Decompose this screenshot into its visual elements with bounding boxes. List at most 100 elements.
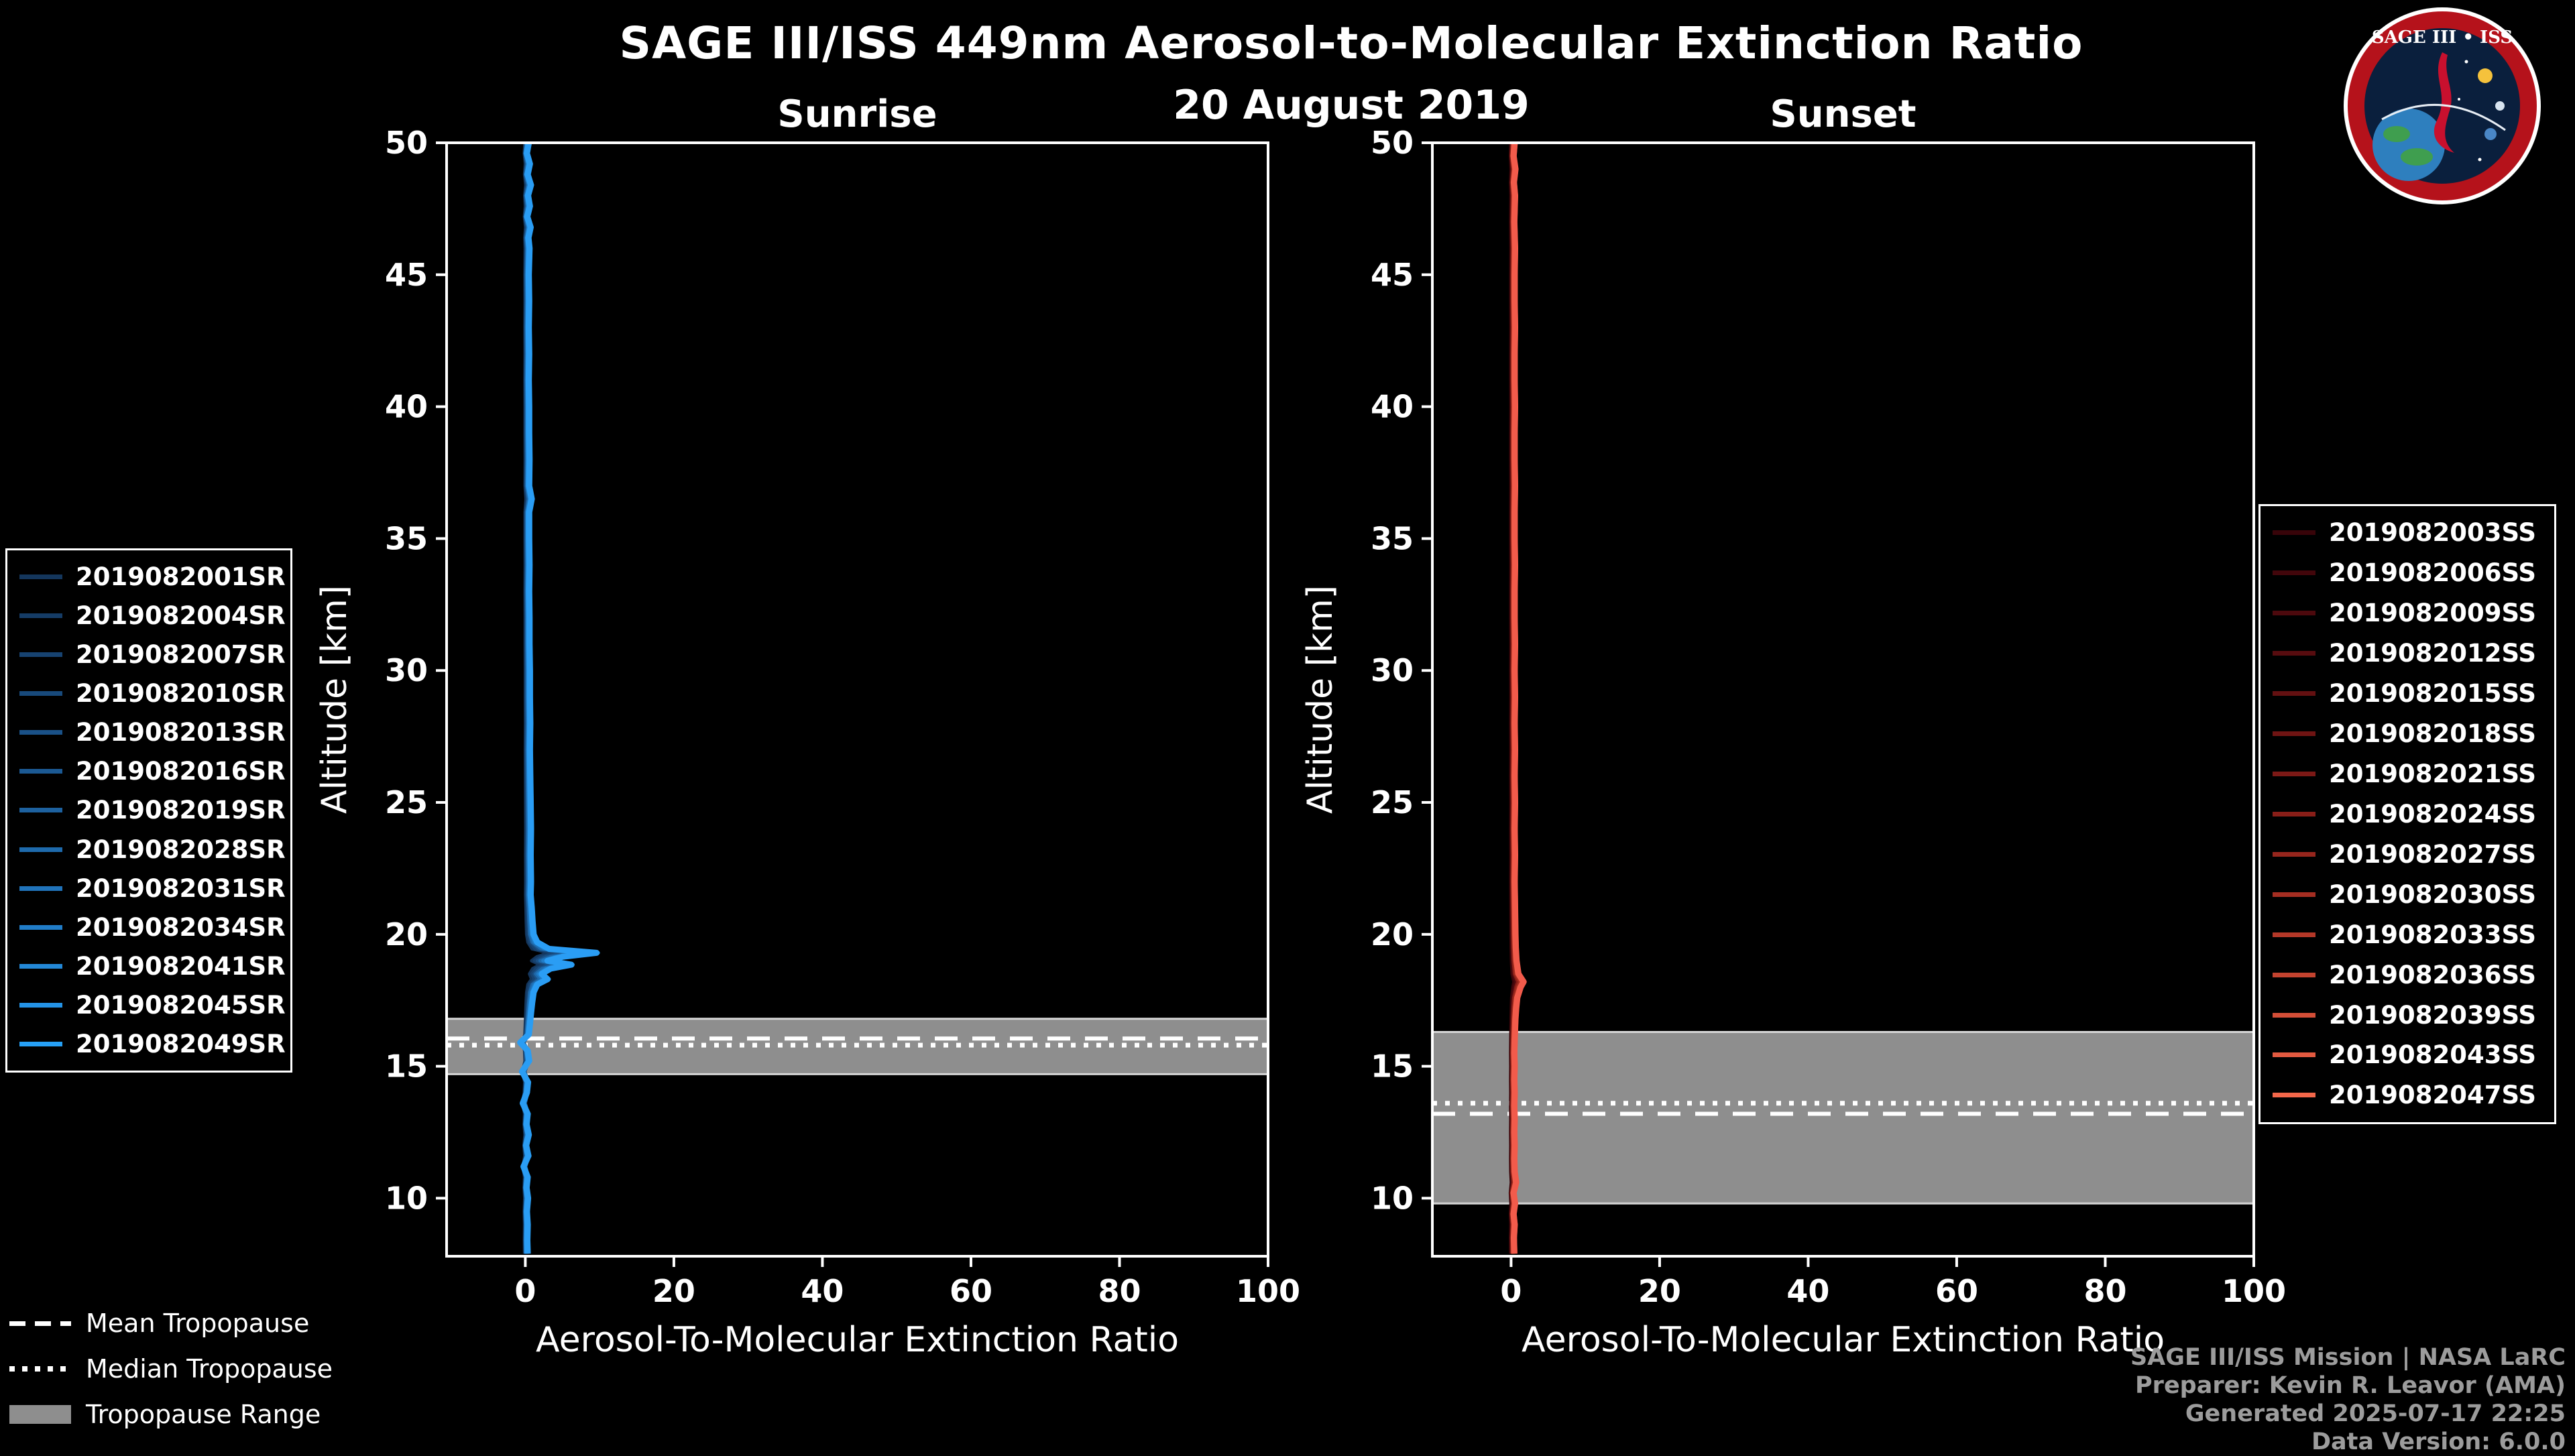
legend-label: 2019082019SR — [76, 796, 286, 825]
legend-item: 2019082006SS — [2273, 558, 2542, 587]
legend-item: 2019082041SR — [19, 952, 286, 981]
legend-line-swatch — [19, 886, 62, 891]
data-version: Data Version: 6.0.0 — [2311, 1429, 2566, 1455]
svg-text:40: 40 — [1786, 1273, 1829, 1309]
legend-label: 2019082049SR — [76, 1030, 286, 1059]
mean-tropopause-legend-item: Mean Tropopause — [9, 1309, 333, 1338]
svg-text:20: 20 — [385, 916, 428, 953]
legend-item: 2019082003SS — [2273, 518, 2542, 547]
svg-text:60: 60 — [1935, 1273, 1978, 1309]
svg-text:15: 15 — [1371, 1048, 1414, 1085]
legend-label: 2019082045SR — [76, 991, 286, 1020]
footer-credits: SAGE III/ISS Mission | NASA LaRC Prepare… — [2130, 1343, 2566, 1456]
legend-item: 2019082019SR — [19, 796, 286, 825]
svg-text:100: 100 — [2222, 1273, 2286, 1309]
legend-line-swatch — [2273, 651, 2315, 656]
legend-label: 2019082009SS — [2329, 599, 2537, 628]
tropopause-range-label: Tropopause Range — [86, 1400, 321, 1429]
legend-label: 2019082003SS — [2329, 518, 2537, 548]
svg-text:80: 80 — [1098, 1273, 1141, 1309]
sunrise-panel-title: Sunrise — [777, 93, 937, 136]
legend-item: 2019082015SS — [2273, 679, 2542, 708]
logo-figure — [2434, 52, 2454, 153]
mean-tropopause-label: Mean Tropopause — [86, 1309, 310, 1338]
logo-earth-land — [2383, 126, 2410, 142]
legend-item: 2019082024SS — [2273, 800, 2542, 829]
legend-item: 2019082001SR — [19, 562, 286, 591]
logo-star-icon — [2458, 98, 2460, 101]
legend-item: 2019082010SR — [19, 679, 286, 708]
svg-text:60: 60 — [950, 1273, 992, 1309]
sunset-panel-title: Sunset — [1770, 93, 1916, 136]
legend-item: 2019082007SR — [19, 640, 286, 669]
svg-text:25: 25 — [385, 784, 428, 821]
legend-label: 2019082041SR — [76, 951, 286, 981]
legend-item: 2019082028SR — [19, 835, 286, 864]
svg-text:35: 35 — [385, 520, 428, 556]
legend-label: 2019082027SS — [2329, 839, 2537, 869]
legend-line-swatch — [2273, 972, 2315, 977]
legend-item: 2019082049SR — [19, 1030, 286, 1058]
legend-label: 2019082012SS — [2329, 639, 2537, 668]
legend-item: 2019082034SR — [19, 913, 286, 942]
sunset-legend: 2019082003SS 2019082006SS 2019082009SS 2019… — [2258, 504, 2556, 1124]
legend-item: 2019082036SS — [2273, 961, 2542, 989]
legend-line-swatch — [19, 1042, 62, 1047]
legend-label: 2019082034SR — [76, 912, 286, 942]
legend-line-swatch — [2273, 892, 2315, 897]
legend-label: 2019082018SS — [2329, 719, 2537, 749]
legend-item: 2019082012SS — [2273, 639, 2542, 668]
legend-item: 2019082021SS — [2273, 760, 2542, 788]
legend-label: 2019082028SR — [76, 835, 286, 864]
svg-text:Aerosol-To-Molecular Extinctio: Aerosol-To-Molecular Extinction Ratio — [1522, 1320, 2165, 1360]
legend-item: 2019082039SS — [2273, 1001, 2542, 1030]
legend-line-swatch — [19, 847, 62, 852]
legend-line-swatch — [2273, 691, 2315, 696]
mission-credit: SAGE III/ISS Mission | NASA LaRC — [2130, 1344, 2566, 1371]
legend-label: 2019082031SR — [76, 873, 286, 903]
legend-label: 2019082004SR — [76, 601, 286, 630]
legend-line-swatch — [2273, 1093, 2315, 1098]
svg-text:10: 10 — [385, 1180, 428, 1216]
legend-item: 2019082030SS — [2273, 880, 2542, 909]
logo-orbit-arc — [2381, 104, 2506, 131]
svg-text:50: 50 — [385, 125, 428, 161]
legend-label: 2019082013SR — [76, 718, 286, 747]
tropopause-range-legend-item: Tropopause Range — [9, 1400, 333, 1429]
dashed-line-swatch — [9, 1321, 71, 1326]
logo-star-icon — [2478, 158, 2482, 162]
svg-text:Altitude [km]: Altitude [km] — [1300, 585, 1340, 814]
legend-line-swatch — [19, 808, 62, 813]
svg-text:80: 80 — [2083, 1273, 2126, 1309]
legend-item: 2019082018SS — [2273, 719, 2542, 748]
figure-title: SAGE III/ISS 449nm Aerosol-to-Molecular … — [619, 17, 2083, 69]
legend-line-swatch — [19, 574, 62, 579]
legend-label: 2019082036SS — [2329, 960, 2537, 989]
figure-date: 20 August 2019 — [1173, 82, 1530, 129]
svg-text:20: 20 — [1371, 916, 1414, 953]
logo-star-icon — [2464, 60, 2468, 64]
legend-item: 2019082031SR — [19, 874, 286, 903]
dotted-line-swatch — [9, 1366, 71, 1372]
svg-text:40: 40 — [385, 389, 428, 425]
legend-label: 2019082006SS — [2329, 558, 2537, 588]
svg-text:30: 30 — [1371, 652, 1414, 688]
svg-text:35: 35 — [1371, 520, 1414, 556]
legend-label: 2019082001SR — [76, 562, 286, 591]
legend-item: 2019082009SS — [2273, 599, 2542, 627]
legend-line-swatch — [19, 769, 62, 774]
svg-text:0: 0 — [1500, 1273, 1522, 1309]
legend-line-swatch — [19, 613, 62, 618]
svg-text:20: 20 — [1638, 1273, 1681, 1309]
median-tropopause-legend-item: Median Tropopause — [9, 1354, 333, 1384]
svg-text:45: 45 — [1371, 257, 1414, 293]
legend-line-swatch — [19, 690, 62, 696]
svg-text:100: 100 — [1236, 1273, 1300, 1309]
legend-line-swatch — [2273, 731, 2315, 737]
svg-text:25: 25 — [1371, 784, 1414, 821]
legend-item: 2019082004SR — [19, 601, 286, 630]
legend-item: 2019082045SR — [19, 991, 286, 1020]
legend-label: 2019082007SR — [76, 640, 286, 669]
legend-item: 2019082047SS — [2273, 1081, 2542, 1109]
logo-planet-icon — [2484, 128, 2497, 140]
